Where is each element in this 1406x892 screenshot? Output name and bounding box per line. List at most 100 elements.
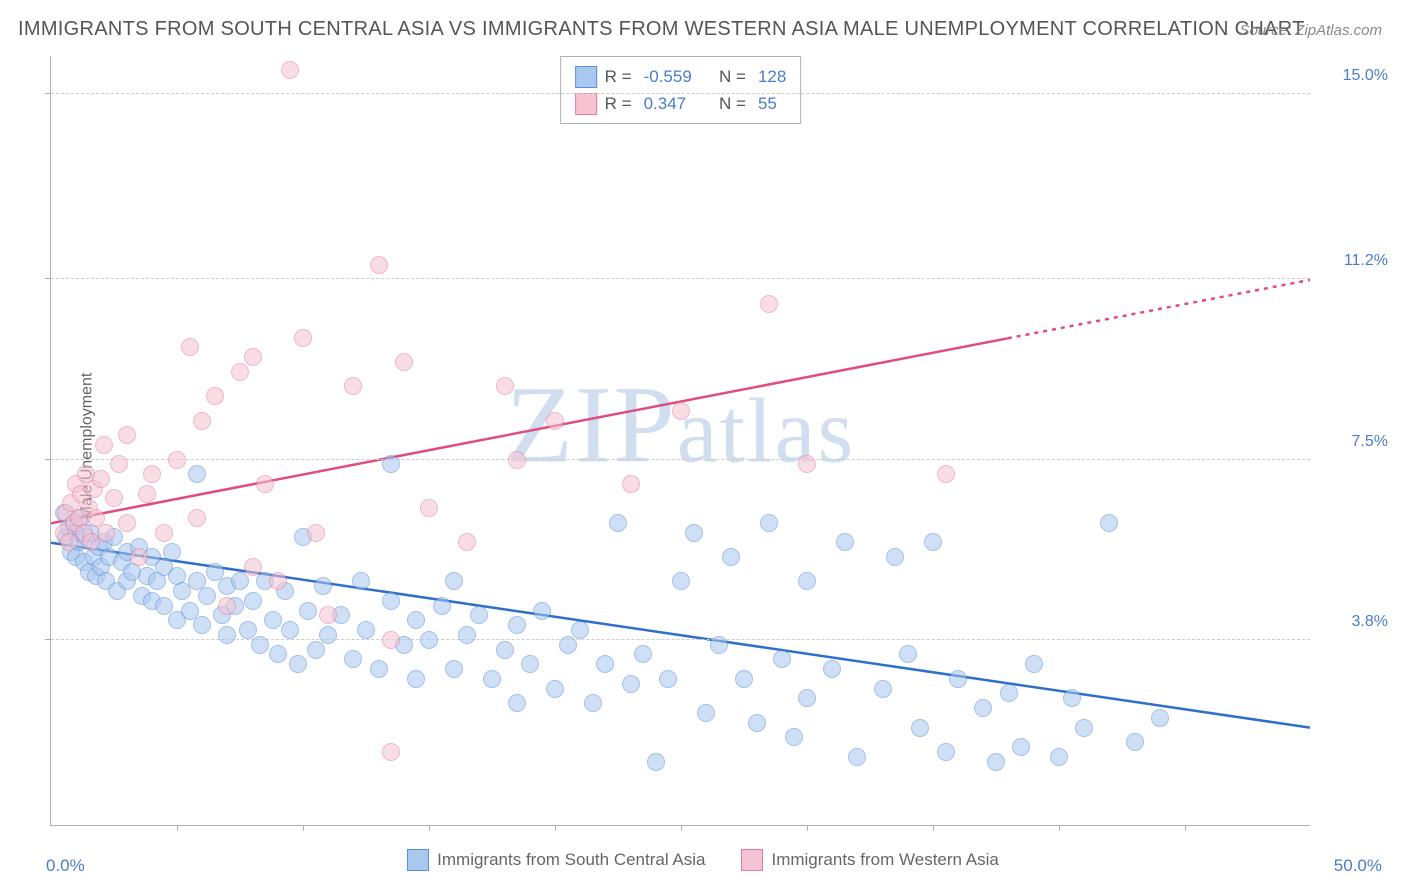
scatter-point (407, 611, 425, 629)
scatter-point (622, 675, 640, 693)
scatter-point (95, 436, 113, 454)
scatter-point (155, 597, 173, 615)
scatter-point (433, 597, 451, 615)
scatter-point (496, 377, 514, 395)
scatter-point (395, 353, 413, 371)
gridline (51, 459, 1310, 460)
legend-swatch (575, 93, 597, 115)
scatter-point (420, 631, 438, 649)
scatter-point (1075, 719, 1093, 737)
scatter-point (239, 621, 257, 639)
scatter-point (924, 533, 942, 551)
scatter-point (193, 616, 211, 634)
scatter-point (118, 426, 136, 444)
scatter-point (244, 558, 262, 576)
scatter-point (231, 572, 249, 590)
scatter-point (937, 465, 955, 483)
scatter-point (609, 514, 627, 532)
y-tick (45, 93, 51, 94)
scatter-point (281, 621, 299, 639)
scatter-point (508, 451, 526, 469)
scatter-point (546, 680, 564, 698)
scatter-point (206, 387, 224, 405)
scatter-point (382, 455, 400, 473)
scatter-point (181, 338, 199, 356)
gridline (51, 278, 1310, 279)
scatter-point (974, 699, 992, 717)
stats-row: R =0.347 N =55 (575, 90, 787, 117)
scatter-point (445, 660, 463, 678)
scatter-point (370, 256, 388, 274)
scatter-point (773, 650, 791, 668)
scatter-point (188, 509, 206, 527)
scatter-point (937, 743, 955, 761)
scatter-point (352, 572, 370, 590)
stats-legend-box: R =-0.559 N =128R =0.347 N =55 (560, 56, 802, 124)
stats-row: R =-0.559 N =128 (575, 63, 787, 90)
stat-r-value: -0.559 (640, 63, 702, 90)
scatter-point (584, 694, 602, 712)
legend-label: Immigrants from Western Asia (771, 850, 998, 870)
scatter-point (634, 645, 652, 663)
scatter-point (218, 597, 236, 615)
x-tick (807, 825, 808, 831)
y-tick-label: 7.5% (1318, 433, 1388, 451)
scatter-point (105, 489, 123, 507)
scatter-point (836, 533, 854, 551)
scatter-point (949, 670, 967, 688)
stat-n-value: 128 (754, 63, 786, 90)
scatter-point (571, 621, 589, 639)
x-tick (177, 825, 178, 831)
y-tick (45, 278, 51, 279)
scatter-point (344, 377, 362, 395)
x-tick (303, 825, 304, 831)
scatter-point (748, 714, 766, 732)
scatter-point (798, 455, 816, 473)
legend-swatch (575, 66, 597, 88)
scatter-point (319, 626, 337, 644)
scatter-point (269, 645, 287, 663)
scatter-point (155, 524, 173, 542)
scatter-point (445, 572, 463, 590)
scatter-point (508, 616, 526, 634)
chart-container: ZIPatlas R =-0.559 N =128R =0.347 N =55 … (50, 56, 1310, 826)
scatter-point (407, 670, 425, 688)
scatter-point (722, 548, 740, 566)
scatter-point (710, 636, 728, 654)
scatter-point (1050, 748, 1068, 766)
x-tick (1059, 825, 1060, 831)
scatter-point (110, 455, 128, 473)
scatter-point (382, 631, 400, 649)
scatter-point (97, 524, 115, 542)
scatter-point (911, 719, 929, 737)
scatter-point (521, 655, 539, 673)
scatter-point (382, 743, 400, 761)
scatter-point (420, 499, 438, 517)
scatter-point (344, 650, 362, 668)
scatter-point (269, 572, 287, 590)
legend-swatch (741, 849, 763, 871)
x-tick (555, 825, 556, 831)
scatter-point (1126, 733, 1144, 751)
scatter-point (193, 412, 211, 430)
legend-swatch (407, 849, 429, 871)
gridline (51, 639, 1310, 640)
scatter-point (886, 548, 904, 566)
scatter-point (508, 694, 526, 712)
stat-n-label: N = (710, 90, 746, 117)
scatter-point (251, 636, 269, 654)
scatter-point (244, 348, 262, 366)
scatter-point (899, 645, 917, 663)
scatter-point (1000, 684, 1018, 702)
stat-n-label: N = (710, 63, 746, 90)
scatter-point (319, 606, 337, 624)
scatter-point (848, 748, 866, 766)
x-tick (429, 825, 430, 831)
scatter-point (370, 660, 388, 678)
scatter-point (735, 670, 753, 688)
legend-item: Immigrants from Western Asia (741, 849, 998, 871)
scatter-point (546, 412, 564, 430)
scatter-point (470, 606, 488, 624)
scatter-point (798, 572, 816, 590)
scatter-point (244, 592, 262, 610)
